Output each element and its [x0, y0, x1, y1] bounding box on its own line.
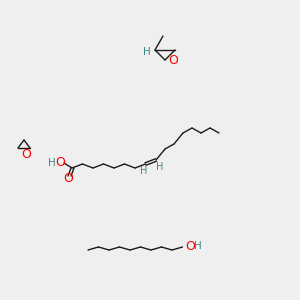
Text: H: H: [48, 158, 56, 168]
Text: H: H: [156, 162, 164, 172]
Text: O: O: [168, 55, 178, 68]
Text: O: O: [63, 172, 73, 184]
Text: O: O: [186, 241, 195, 254]
Text: O: O: [21, 148, 31, 161]
Text: O: O: [55, 157, 65, 169]
Text: H: H: [194, 241, 201, 251]
Text: H: H: [143, 47, 151, 57]
Text: H: H: [140, 166, 147, 176]
